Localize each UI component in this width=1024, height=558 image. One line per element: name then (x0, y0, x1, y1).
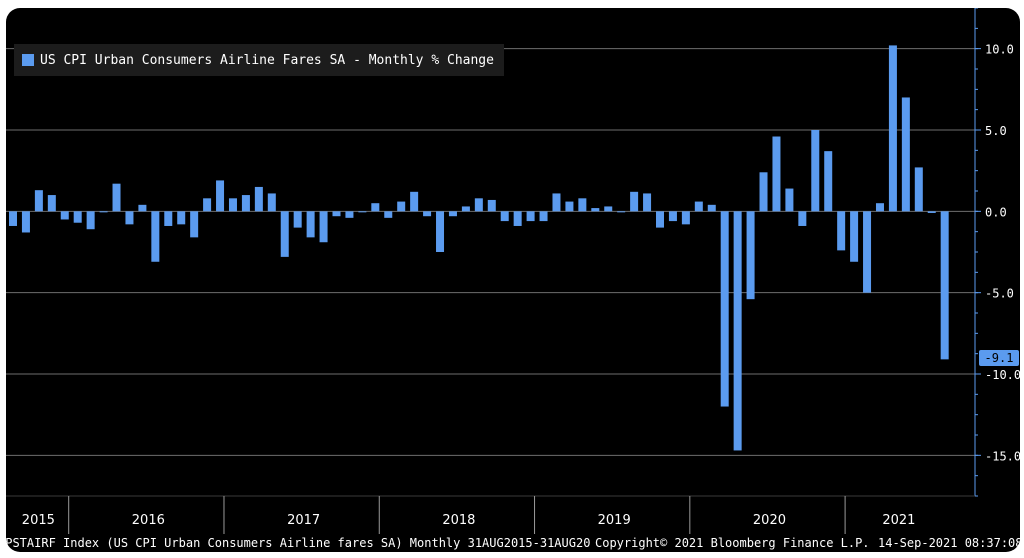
bar (565, 201, 574, 212)
bar (694, 201, 703, 212)
bar (112, 183, 121, 212)
y-tick-label: 10.0 (985, 43, 1014, 57)
bar-chart: 10.0 5.0 0.0 -5.0 -10.0 -15.0 2015 2016 2017 2018… (6, 8, 1020, 534)
bar (487, 199, 496, 212)
bar (241, 195, 250, 212)
bar (888, 45, 897, 212)
bar (86, 211, 95, 230)
bar (125, 211, 134, 225)
bar (733, 211, 742, 451)
footer-copyright: Copyright© 2021 Bloomberg Finance L.P. (591, 536, 874, 550)
bar (203, 198, 212, 212)
y-tick-label: 0.0 (985, 205, 1007, 219)
footer-timestamp: 14-Sep-2021 08:37:08 (874, 536, 1020, 550)
bar (681, 211, 690, 225)
bar (151, 211, 160, 262)
x-year-label: 2021 (882, 513, 915, 528)
bar (539, 211, 548, 222)
y-tick-label: 5.0 (985, 124, 1007, 138)
bar (177, 211, 186, 225)
bar (500, 211, 509, 222)
bar (552, 193, 561, 212)
y-tick-label: -15.0 (985, 449, 1020, 463)
bar (358, 211, 367, 213)
bar (707, 204, 716, 212)
bar (397, 201, 406, 212)
bar (371, 203, 380, 212)
bar (798, 211, 807, 226)
bar (526, 211, 535, 222)
bar (319, 211, 328, 243)
bar (914, 167, 923, 212)
bar (772, 136, 781, 212)
bar (228, 198, 237, 212)
bar (410, 191, 419, 212)
y-tick-label: -5.0 (985, 287, 1014, 301)
bar (824, 151, 833, 212)
bar (837, 211, 846, 251)
bar (34, 190, 43, 212)
bar (604, 206, 613, 212)
x-year-label: 2020 (753, 513, 786, 528)
x-year-label: 2018 (442, 513, 475, 528)
bar (785, 188, 794, 212)
bar (99, 211, 108, 213)
bar (164, 211, 173, 226)
bar (345, 211, 354, 218)
bar (254, 186, 263, 212)
bar (448, 211, 457, 217)
bar (875, 203, 884, 212)
bar (73, 211, 82, 223)
legend: US CPI Urban Consumers Airline Fares SA … (14, 44, 504, 76)
footer: CPSTAIRF Index (US CPI Urban Consumers A… (6, 534, 1020, 552)
bar (332, 211, 341, 217)
bar (513, 211, 522, 226)
bar (643, 193, 652, 212)
bar (759, 172, 768, 212)
bar (578, 198, 587, 212)
bar (60, 211, 69, 220)
x-year-label: 2015 (22, 513, 55, 528)
bar (47, 195, 56, 212)
bar (461, 206, 470, 212)
bar (306, 211, 315, 238)
x-year-label: 2019 (598, 513, 631, 528)
bar (940, 211, 949, 360)
bar (901, 97, 910, 212)
bar (138, 204, 147, 212)
y-tick-label: -10.0 (985, 368, 1020, 382)
bar (630, 191, 639, 212)
bar (668, 211, 677, 222)
bar (720, 211, 729, 407)
bar (746, 211, 755, 300)
last-value-label: -9.1 (979, 350, 1019, 366)
bar (267, 193, 276, 212)
bar (863, 211, 872, 293)
bar (656, 211, 664, 228)
bar (617, 211, 626, 213)
bar (850, 211, 859, 262)
legend-swatch (22, 54, 34, 66)
bar (423, 211, 432, 217)
footer-index-description: CPSTAIRF Index (US CPI Urban Consumers A… (6, 536, 605, 550)
bar (811, 130, 820, 212)
bar (384, 211, 393, 218)
bar (927, 211, 936, 213)
bar (21, 211, 30, 233)
chart-frame: 10.0 5.0 0.0 -5.0 -10.0 -15.0 2015 2016 2017 2018… (6, 8, 1020, 552)
legend-label: US CPI Urban Consumers Airline Fares SA … (40, 52, 494, 68)
bar (293, 211, 302, 228)
bar (190, 211, 199, 238)
bar (216, 180, 225, 212)
bar (9, 211, 17, 226)
bar (591, 208, 600, 212)
x-year-label: 2016 (132, 513, 165, 528)
bar (474, 198, 483, 212)
bar (280, 211, 289, 257)
x-year-label: 2017 (287, 513, 320, 528)
bar (436, 211, 445, 252)
